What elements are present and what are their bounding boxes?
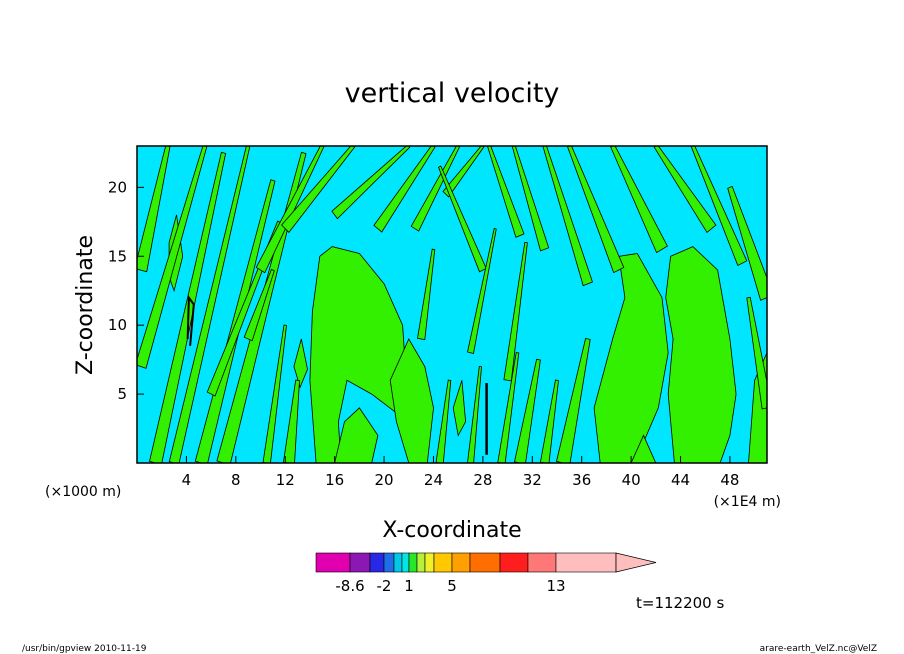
positive-region — [514, 358, 541, 463]
colorbar-swatch — [416, 552, 426, 573]
positive-region — [255, 146, 325, 274]
colorbar-extend-arrow — [615, 552, 657, 573]
positive-region — [293, 338, 308, 389]
x-unit-left-label: (×1000 m) — [45, 484, 121, 500]
x-tick-label: 32 — [523, 471, 542, 489]
colorbar-swatch — [527, 552, 557, 573]
positive-region — [539, 379, 559, 463]
positive-region — [389, 338, 434, 463]
colorbar-swatch — [424, 552, 435, 573]
colorbar-swatch — [393, 552, 403, 573]
positive-region — [630, 434, 657, 463]
colorbar-label: 1 — [404, 577, 414, 595]
x-tick-label: 48 — [720, 471, 739, 489]
y-tick-label: 5 — [117, 385, 127, 403]
positive-region — [556, 337, 591, 463]
colorbar-label: -8.6 — [335, 577, 364, 595]
positive-region — [149, 151, 227, 463]
positive-region — [487, 146, 525, 238]
positive-region — [653, 146, 717, 234]
positive-region — [746, 296, 767, 410]
positive-region — [437, 165, 487, 273]
colorbar-swatch — [555, 552, 617, 573]
chart-title: vertical velocity — [345, 78, 560, 109]
contour-streak — [186, 294, 195, 346]
x-tick-label: 40 — [622, 471, 641, 489]
colorbar-swatch — [315, 552, 351, 573]
colorbar-swatch — [433, 552, 453, 573]
colorbar-label: 5 — [447, 577, 457, 595]
x-tick-label: 24 — [424, 471, 443, 489]
velocity-field — [137, 146, 767, 463]
x-axis-title: X-coordinate — [382, 518, 521, 543]
footer-left: /usr/bin/gpview 2010-11-19 — [22, 644, 147, 654]
x-tick-label: 28 — [473, 471, 492, 489]
colorbar-swatch — [349, 552, 371, 573]
colorbar-swatch — [383, 552, 395, 573]
colorbar-swatch — [401, 552, 410, 573]
colorbar-swatch — [369, 552, 385, 573]
y-tick-label: 20 — [108, 178, 127, 196]
colorbar-swatch — [499, 552, 529, 573]
positive-region — [243, 268, 275, 342]
x-axis-ticks: 4 8 12 16 20 24 28 32 36 40 44 48 — [182, 456, 739, 489]
colorbar-swatch — [451, 552, 471, 573]
x-tick-label: 16 — [325, 471, 344, 489]
positive-region — [610, 146, 668, 254]
y-axis-title: Z-coordinate — [73, 235, 98, 375]
colorbar-label: -2 — [377, 577, 392, 595]
positive-region — [452, 380, 467, 437]
positive-region — [331, 146, 411, 220]
y-tick-label: 15 — [108, 247, 127, 265]
x-tick-label: 20 — [375, 471, 394, 489]
positive-region — [727, 185, 767, 301]
positive-region — [442, 146, 485, 198]
positive-region — [282, 379, 300, 463]
x-unit-right-label: (×1E4 m) — [714, 494, 781, 510]
x-tick-label: 8 — [231, 471, 241, 489]
colorbar-label: 13 — [546, 577, 565, 595]
x-tick-label: 4 — [182, 471, 192, 489]
positive-region — [542, 146, 594, 287]
positive-region — [665, 246, 737, 463]
positive-region — [497, 352, 520, 463]
positive-region — [417, 248, 436, 341]
positive-region — [567, 146, 625, 274]
positive-region — [511, 146, 550, 252]
time-label: t=112200 s — [636, 594, 724, 612]
colorbar: -8.6 -2 1 5 13 — [315, 552, 657, 595]
positive-region — [503, 241, 528, 382]
x-tick-label: 36 — [572, 471, 591, 489]
plot-frame — [136, 145, 768, 464]
positive-region — [281, 146, 356, 234]
colorbar-swatch — [469, 552, 501, 573]
positive-region — [309, 246, 407, 463]
positive-region — [690, 146, 748, 267]
x-tick-label: 12 — [276, 471, 295, 489]
positive-region — [373, 146, 436, 233]
positive-region — [467, 227, 497, 354]
y-tick-label: 10 — [108, 316, 127, 334]
footer-right: arare-earth_VelZ.nc@VelZ — [760, 644, 877, 654]
positive-region — [467, 365, 482, 463]
positive-region — [262, 324, 287, 463]
positive-region — [334, 407, 379, 463]
colorbar-swatch — [408, 552, 418, 573]
x-tick-label: 44 — [671, 471, 690, 489]
y-axis-ticks: 5 10 15 20 — [108, 178, 144, 403]
positive-region — [435, 379, 452, 463]
